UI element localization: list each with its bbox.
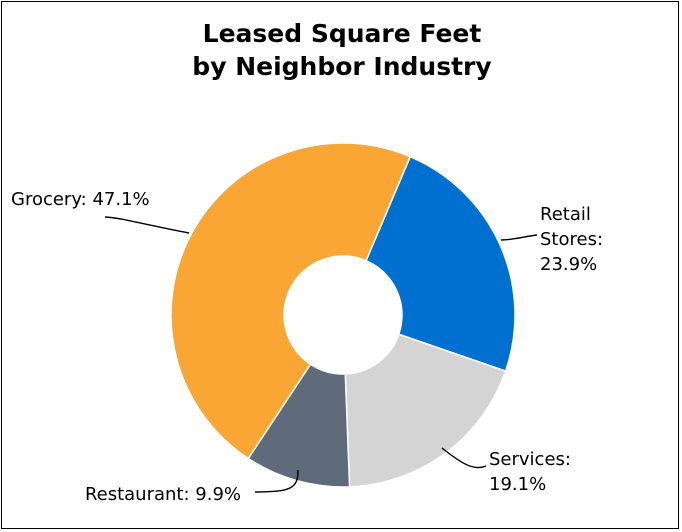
slice-label-line: 23.9% xyxy=(540,254,597,275)
slice-label-line: 19.1% xyxy=(489,474,546,495)
leader-line-retail-stores xyxy=(500,234,538,241)
slice-label-group: Retail Stores: 23.9% Services: 19.1% Restaura… xyxy=(11,189,603,505)
chart-title-line-1: Leased Square Feet xyxy=(203,19,482,48)
leader-line-restaurant xyxy=(254,469,299,493)
slice-grocery xyxy=(170,142,412,460)
slice-label-grocery: Grocery: 47.1% xyxy=(11,189,150,210)
slice-label-line: Grocery: 47.1% xyxy=(11,189,150,210)
leader-line-grocery xyxy=(104,216,190,234)
slice-retail-stores xyxy=(365,155,516,373)
slice-group xyxy=(170,142,516,488)
chart-title-line-2: by Neighbor Industry xyxy=(192,52,491,81)
slice-label-services: Services: 19.1% xyxy=(489,449,571,495)
slice-label-line: Stores: xyxy=(540,229,603,250)
slice-label-restaurant: Restaurant: 9.9% xyxy=(85,484,241,505)
slice-label-line: Retail xyxy=(540,204,591,225)
slice-label-line: Restaurant: 9.9% xyxy=(85,484,241,505)
leader-line-group xyxy=(104,216,538,493)
slice-label-line: Services: xyxy=(489,449,571,470)
slice-label-retail-stores: Retail Stores: 23.9% xyxy=(540,204,603,275)
slice-services xyxy=(344,333,507,488)
leader-line-services xyxy=(441,447,487,469)
